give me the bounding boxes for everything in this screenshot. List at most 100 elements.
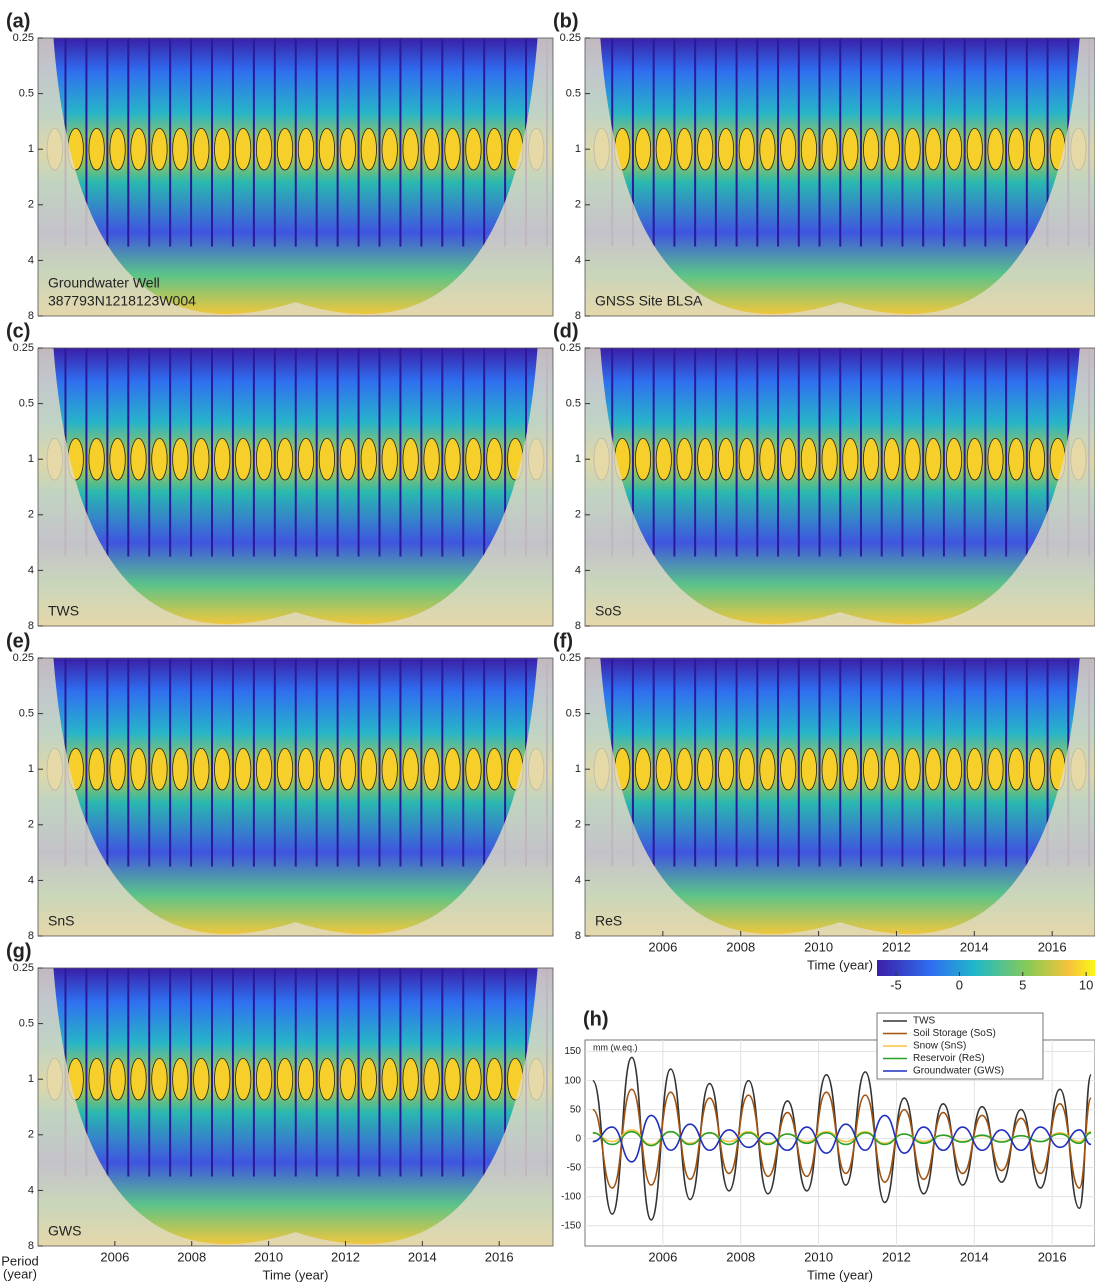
panel-label: (d): [553, 320, 579, 342]
x-tick-label: 2016: [485, 1249, 514, 1264]
power-blob: [738, 127, 755, 171]
y-tick-label: 0: [575, 1133, 581, 1144]
y-tick-label: 2: [28, 1129, 34, 1141]
legend-label: Snow (SnS): [913, 1041, 966, 1052]
y-tick-label: 4: [575, 564, 581, 576]
power-map: [585, 348, 1095, 626]
power-map: [38, 38, 553, 316]
y-tick-label: 8: [28, 930, 34, 942]
colorbar-tick-label: -5: [890, 977, 902, 992]
y-tick-label: 2: [575, 819, 581, 831]
colorbar-tick-label: 10: [1079, 977, 1093, 992]
y-axis-label: mm (w.eq.): [593, 1042, 638, 1052]
power-blob: [255, 747, 273, 791]
legend-label: TWS: [913, 1016, 936, 1027]
power-blob: [444, 437, 461, 481]
power-blob: [214, 437, 231, 481]
x-tick-label: 2006: [648, 1249, 677, 1264]
x-tick-label: 2006: [648, 939, 677, 954]
series-label: SoS: [595, 603, 621, 619]
power-blob: [444, 127, 461, 171]
y-tick-label: -50: [567, 1162, 582, 1173]
y-tick-label: 4: [28, 1184, 34, 1196]
colorbar-tick-label: 0: [956, 977, 963, 992]
power-blob: [966, 437, 983, 481]
power-blob: [172, 1057, 189, 1101]
power-blob: [276, 747, 294, 791]
power-blob: [800, 127, 817, 171]
power-blob: [465, 127, 482, 171]
power-blob: [214, 747, 231, 791]
power-blob: [800, 747, 817, 791]
power-blob: [255, 127, 273, 171]
y-tick-label: 0.5: [566, 398, 581, 410]
power-blob: [655, 127, 672, 171]
y-tick-label: 0.25: [13, 32, 34, 44]
power-blob: [381, 127, 398, 171]
panel-label: (a): [6, 10, 30, 32]
power-blob: [717, 127, 735, 171]
y-tick-label: 1: [28, 143, 34, 155]
cone-of-influence: [38, 38, 553, 316]
power-blob: [780, 127, 797, 171]
power-blob: [193, 1057, 210, 1101]
x-tick-label: 2010: [254, 1249, 283, 1264]
power-blob: [423, 437, 440, 481]
y-tick-label: 50: [570, 1104, 582, 1115]
y-tick-label: 0.25: [13, 342, 34, 354]
power-blob: [130, 127, 147, 171]
power-blob: [235, 1057, 252, 1101]
x-tick-label: 2016: [1038, 1249, 1067, 1264]
power-blob: [402, 747, 419, 791]
power-map: [38, 968, 553, 1246]
series-line: [592, 1114, 1092, 1163]
y-tick-label: 8: [28, 1240, 34, 1252]
power-blob: [717, 747, 735, 791]
frame: [584, 347, 1095, 627]
power-blob: [966, 747, 983, 791]
power-blob: [151, 127, 168, 171]
power-blob: [130, 437, 147, 481]
series-label: GWS: [48, 1223, 81, 1239]
x-tick-label: 2012: [331, 1249, 360, 1264]
series-label: TWS: [48, 603, 79, 619]
power-blob: [1028, 437, 1046, 481]
power-blob: [172, 747, 189, 791]
y-tick-label: 4: [28, 874, 34, 886]
y-tick-label: 2: [575, 509, 581, 521]
power-blob: [486, 747, 503, 791]
y-tick-label: 1: [575, 453, 581, 465]
power-blob: [193, 437, 210, 481]
power-blob: [381, 437, 398, 481]
power-blob: [634, 747, 652, 791]
y-axis-label: (year): [3, 1266, 37, 1281]
cone-of-influence: [38, 348, 553, 626]
power-blob: [402, 437, 419, 481]
power-blob: [465, 747, 482, 791]
y-tick-label: 1: [575, 143, 581, 155]
power-blob: [235, 747, 252, 791]
power-blob: [821, 747, 838, 791]
y-tick-label: 0.5: [19, 88, 34, 100]
power-blob: [88, 747, 105, 791]
power-blob: [193, 127, 210, 171]
power-blob: [780, 747, 797, 791]
y-tick-label: 4: [575, 874, 581, 886]
power-blob: [130, 747, 147, 791]
power-blob: [486, 1057, 503, 1101]
y-tick-label: 2: [28, 509, 34, 521]
series-line: [592, 1088, 1092, 1189]
power-blob: [444, 747, 461, 791]
power-blob: [1008, 127, 1025, 171]
power-blob: [904, 747, 921, 791]
power-map: [585, 38, 1095, 316]
power-blob: [423, 127, 440, 171]
power-blob: [276, 1057, 294, 1101]
power-blob: [109, 747, 126, 791]
power-blob: [1008, 747, 1025, 791]
power-blob: [697, 747, 714, 791]
power-blob: [318, 1057, 336, 1101]
power-blob: [297, 127, 315, 171]
power-blob: [697, 437, 714, 481]
panel-label: (f): [553, 630, 573, 652]
